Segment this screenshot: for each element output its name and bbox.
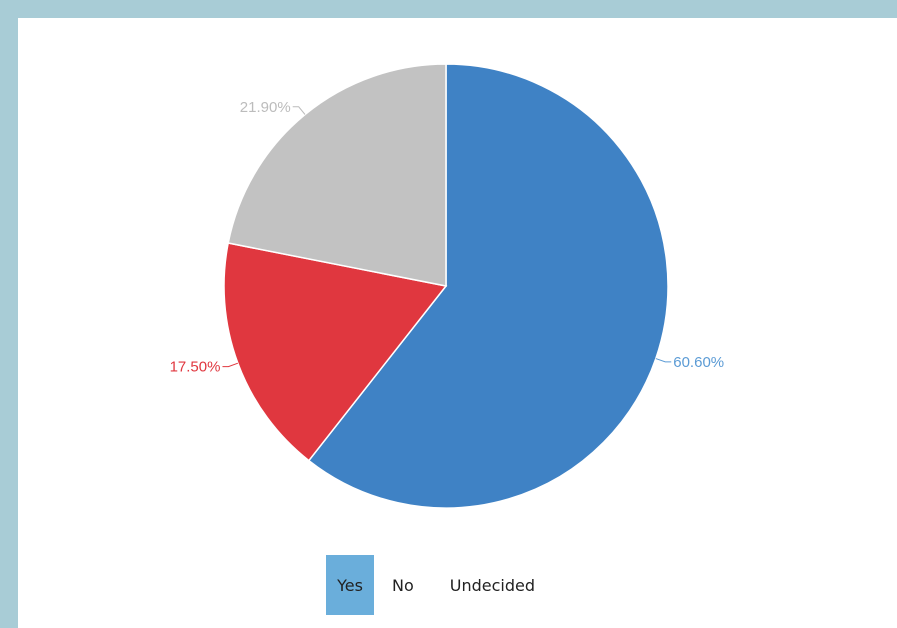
data-label-no: 17.50% [170,359,221,376]
pie-chart: 60.60% 17.50% 21.90% [170,63,724,509]
pie-slice-yes[interactable] [307,63,669,509]
leader-line-undecided [292,106,306,115]
legend: Yes No Undecided [326,555,553,615]
legend-label-no: No [392,575,414,595]
data-label-yes: 60.60% [673,354,724,371]
chart-panel: 60.60% 17.50% 21.90% Yes No Undecided [18,18,897,628]
legend-item-no[interactable]: No [374,555,432,615]
pie-slice-no[interactable] [223,242,448,462]
legend-label-undecided: Undecided [449,575,536,595]
pie-slice-undecided[interactable] [227,63,447,287]
legend-label-yes: Yes [337,575,363,595]
data-label-undecided: 21.90% [240,99,291,116]
legend-item-yes[interactable]: Yes [326,555,374,615]
leader-line-yes [655,358,672,363]
leader-line-no [222,362,239,368]
legend-item-undecided[interactable]: Undecided [432,555,553,615]
